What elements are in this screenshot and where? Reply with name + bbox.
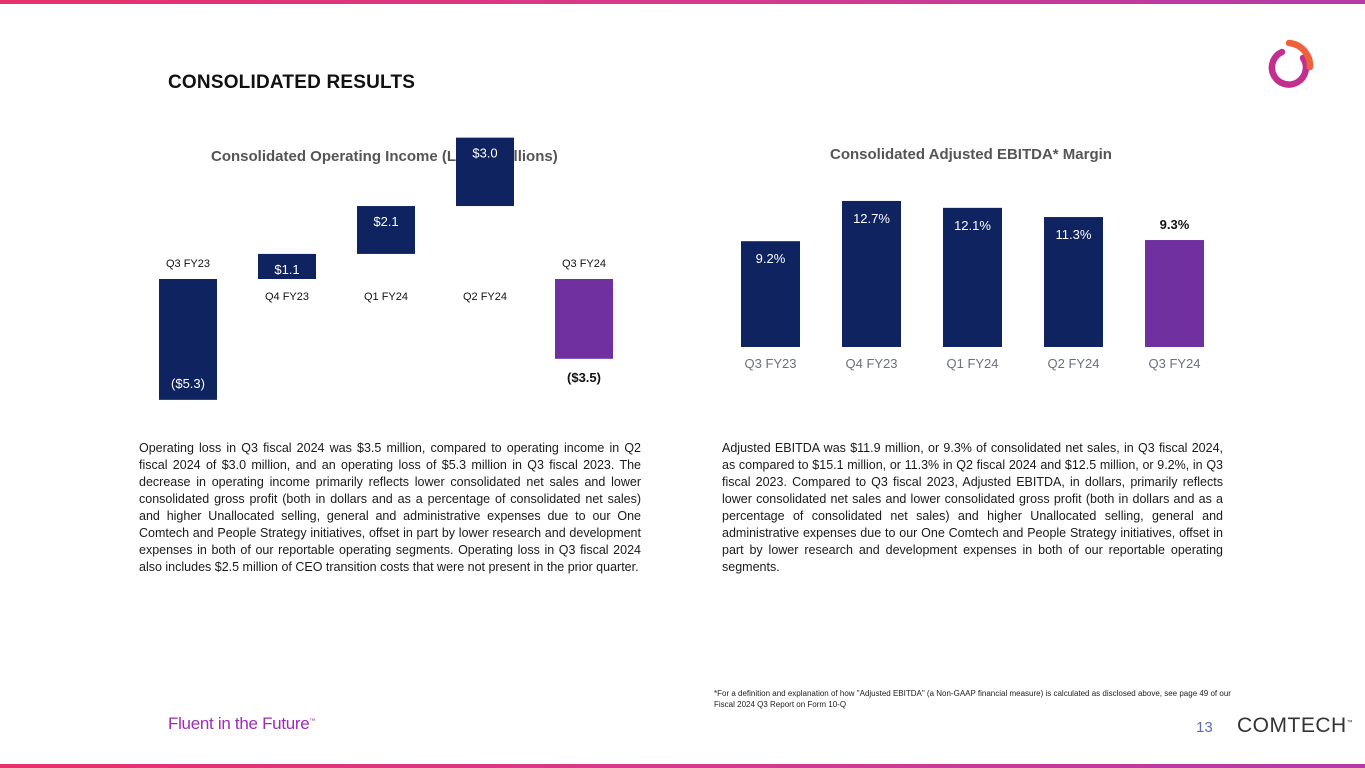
comtech-ring-logo-icon — [1268, 39, 1314, 88]
data-label-q3-fy24: ($3.5) — [567, 370, 601, 385]
bar-q3-fy24 — [1145, 240, 1204, 347]
bar-q3-fy23 — [159, 279, 217, 400]
category-label-q3-fy24: Q3 FY24 — [1148, 356, 1200, 371]
ebitda-margin-chart-title: Consolidated Adjusted EBITDA* Margin — [830, 146, 1112, 163]
data-label-q4-fy23: $1.1 — [274, 262, 299, 277]
data-label-q3-fy23: 9.2% — [756, 251, 786, 266]
bar-q3-fy23 — [741, 241, 800, 347]
bar-q2-fy24 — [1044, 217, 1103, 347]
ebitda-commentary: Adjusted EBITDA was $11.9 million, or 9.… — [722, 441, 1223, 574]
tagline: Fluent in the Future™ — [168, 714, 315, 734]
category-label-q1-fy24: Q1 FY24 — [946, 356, 998, 371]
page-title: CONSOLIDATED RESULTS — [168, 72, 416, 93]
data-label-q1-fy24: 12.1% — [954, 218, 991, 233]
brand-text: COMTECH — [1237, 714, 1347, 737]
data-label-q2-fy24: $3.0 — [472, 146, 497, 161]
category-label-q4-fy23: Q4 FY23 — [265, 291, 309, 303]
category-label-q3-fy24: Q3 FY24 — [562, 258, 606, 270]
data-label-q4-fy23: 12.7% — [853, 211, 890, 226]
category-label-q3-fy23: Q3 FY23 — [744, 356, 796, 371]
data-label-q2-fy24: 11.3% — [1056, 227, 1092, 242]
bar-q3-fy24 — [555, 279, 613, 359]
brand-wordmark: COMTECH™ — [1237, 714, 1353, 738]
category-label-q2-fy24: Q2 FY24 — [463, 291, 507, 303]
category-label-q4-fy23: Q4 FY23 — [845, 356, 897, 371]
data-label-q1-fy24: $2.1 — [373, 214, 398, 229]
data-label-q3-fy23: ($5.3) — [171, 376, 205, 391]
operating-income-commentary: Operating loss in Q3 fiscal 2024 was $3.… — [139, 441, 641, 574]
bar-q2-fy24 — [456, 137, 514, 207]
top-accent-stripe — [0, 0, 1365, 4]
bar-q1-fy24 — [943, 207, 1002, 347]
data-label-q3-fy24: 9.3% — [1160, 217, 1190, 232]
category-label-q3-fy23: Q3 FY23 — [166, 258, 210, 270]
bottom-accent-stripe — [0, 764, 1365, 768]
category-label-q2-fy24: Q2 FY24 — [1047, 356, 1099, 371]
page-number: 13 — [1196, 719, 1213, 736]
tagline-text: Fluent in the Future — [168, 714, 310, 733]
bar-q1-fy24 — [357, 206, 415, 254]
bar-q4-fy23 — [258, 253, 316, 279]
brand-trademark: ™ — [1346, 720, 1354, 726]
category-label-q1-fy24: Q1 FY24 — [364, 291, 408, 303]
tagline-trademark: ™ — [309, 718, 316, 725]
bar-q4-fy23 — [842, 200, 901, 347]
footnote: *For a definition and explanation of how… — [714, 689, 1231, 709]
